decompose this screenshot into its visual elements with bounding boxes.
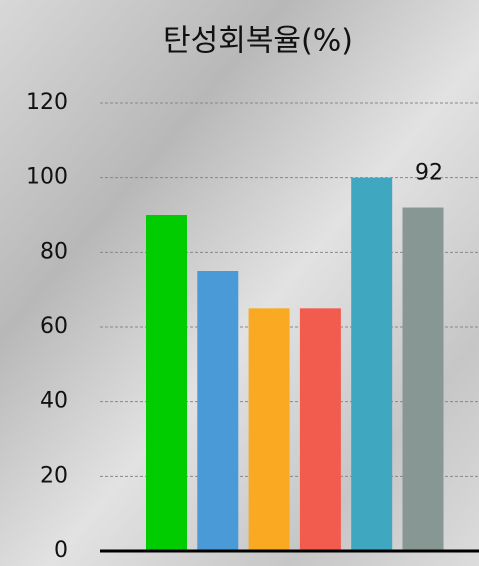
y-tick-label: 120 [26,90,68,115]
y-tick-label: 20 [40,463,68,488]
bar [197,271,239,551]
bar [351,177,393,551]
data-label: 92 [415,161,443,186]
y-tick-label: 100 [26,165,68,190]
y-tick-label: 60 [40,314,68,339]
chart-title: 탄성회복율(%) [163,24,353,59]
bar [248,308,290,551]
y-tick-label: 0 [54,538,68,563]
bar [146,215,187,551]
bar [402,207,444,552]
bar [299,308,341,551]
y-tick-label: 40 [40,389,68,414]
y-tick-label: 80 [40,239,68,264]
